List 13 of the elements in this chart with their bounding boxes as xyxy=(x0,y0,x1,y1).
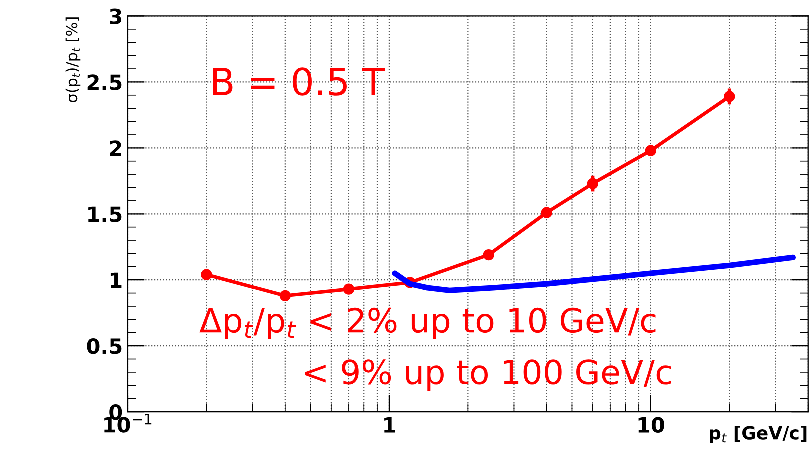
annotation: Δp$_{t}$/p$_{t}$ < 2% up to 10 GeV/c xyxy=(200,308,656,340)
y-axis-title: σ(p$_{t}$)/p$_{t}$ [%] xyxy=(66,18,81,102)
y-tick-label: 3 xyxy=(110,8,122,24)
y-tick-label: 1.5 xyxy=(88,206,122,222)
annotation: < 9% up to 100 GeV/c xyxy=(305,360,672,392)
y-tick-label: 2.5 xyxy=(88,74,122,90)
y-tick-label: 0.5 xyxy=(87,338,122,354)
x-tick-label: 1 xyxy=(384,418,396,433)
x-tick-label: 10 xyxy=(638,417,664,434)
annotation: B = 0.5 T xyxy=(213,68,386,96)
y-tick-label: 2 xyxy=(110,140,122,156)
y-tick-label: 1 xyxy=(110,272,122,288)
x-axis-title: p$_{t}$ [GeV/c] xyxy=(710,426,807,444)
